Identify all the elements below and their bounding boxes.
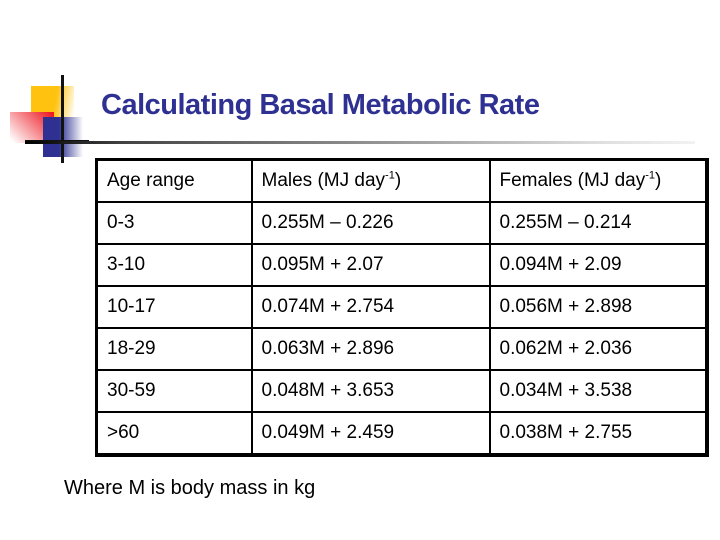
cell-males-formula: 0.255M – 0.226 — [250, 201, 491, 245]
cell-age-range: 30-59 — [95, 369, 253, 413]
bmr-table: Age range Males (MJ day-1) Females (MJ d… — [95, 158, 709, 457]
header-females-close-paren: ) — [654, 170, 662, 191]
cell-females-formula: 0.062M + 2.036 — [488, 327, 708, 371]
header-age-range: Age range — [95, 158, 253, 203]
header-males: Males (MJ day-1) — [250, 158, 491, 203]
table-header-row: Age range Males (MJ day-1) Females (MJ d… — [95, 158, 708, 203]
table-row: 3-10 0.095M + 2.07 0.094M + 2.09 — [95, 243, 708, 287]
table-row: 30-59 0.048M + 3.653 0.034M + 3.538 — [95, 369, 708, 413]
header-females-superscript: -1 — [645, 169, 655, 182]
cell-females-formula: 0.034M + 3.538 — [488, 369, 708, 413]
cell-females-formula: 0.094M + 2.09 — [488, 243, 708, 287]
header-males-text: Males (MJ day — [261, 170, 386, 191]
table-row: 10-17 0.074M + 2.754 0.056M + 2.898 — [95, 285, 708, 329]
cell-age-range: 0-3 — [95, 201, 253, 245]
title-divider-rule — [25, 141, 695, 144]
table-row: 18-29 0.063M + 2.896 0.062M + 2.036 — [95, 327, 708, 371]
logo-vertical-line — [61, 75, 64, 163]
cell-females-formula: 0.056M + 2.898 — [488, 285, 708, 329]
footnote: Where M is body mass in kg — [64, 477, 316, 499]
cell-males-formula: 0.095M + 2.07 — [250, 243, 491, 287]
table-row: 0-3 0.255M – 0.226 0.255M – 0.214 — [95, 201, 708, 245]
cell-age-range: >60 — [95, 411, 253, 456]
cell-males-formula: 0.063M + 2.896 — [250, 327, 491, 371]
cell-females-formula: 0.038M + 2.755 — [488, 411, 708, 456]
header-females: Females (MJ day-1) — [488, 158, 708, 203]
slide-title: Calculating Basal Metabolic Rate — [101, 89, 540, 121]
cell-age-range: 3-10 — [95, 243, 253, 287]
header-males-close-paren: ) — [394, 170, 402, 191]
cell-males-formula: 0.074M + 2.754 — [250, 285, 491, 329]
cell-age-range: 10-17 — [95, 285, 253, 329]
cell-females-formula: 0.255M – 0.214 — [488, 201, 708, 245]
cell-males-formula: 0.049M + 2.459 — [250, 411, 491, 456]
cell-males-formula: 0.048M + 3.653 — [250, 369, 491, 413]
header-males-superscript: -1 — [385, 169, 395, 182]
header-females-text: Females (MJ day — [499, 170, 646, 191]
table-row: >60 0.049M + 2.459 0.038M + 2.755 — [95, 411, 708, 456]
cell-age-range: 18-29 — [95, 327, 253, 371]
